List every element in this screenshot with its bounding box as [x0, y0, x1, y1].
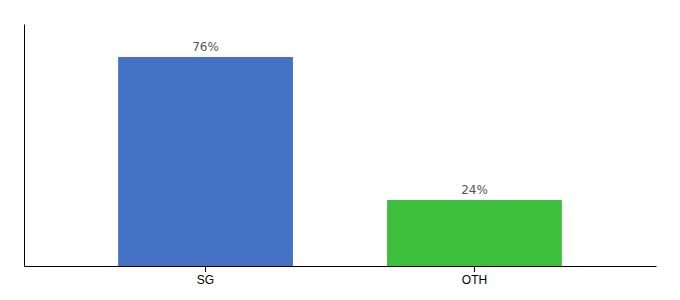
bar [387, 200, 562, 266]
x-tick-label: OTH [462, 273, 487, 287]
x-tick: SG [197, 266, 214, 287]
x-tick: OTH [462, 266, 487, 287]
y-axis [24, 25, 25, 267]
x-axis: SG OTH [25, 266, 657, 287]
y-axis-line [24, 25, 25, 267]
data-label: 24% [461, 183, 488, 197]
data-labels: 76% 24% [192, 40, 488, 197]
x-tick-mark [474, 266, 475, 272]
bars [118, 57, 562, 266]
x-axis-line [25, 266, 657, 267]
x-tick-mark [205, 266, 206, 272]
x-tick-label: SG [197, 273, 214, 287]
chart: SG OTH 76% 24% [0, 0, 680, 300]
plot: SG OTH 76% 24% [25, 25, 657, 287]
data-label: 76% [192, 40, 219, 54]
bar [118, 57, 293, 266]
